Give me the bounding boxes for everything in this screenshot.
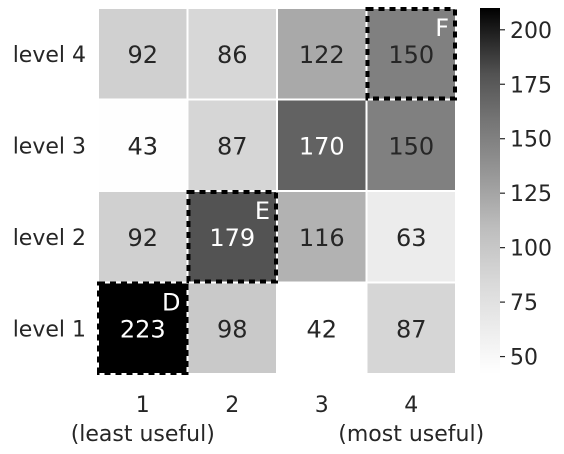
cell-value-label: 86 — [217, 41, 248, 69]
cell-value-label: 98 — [217, 315, 248, 343]
cell-value-label: 170 — [299, 132, 345, 160]
highlight-borders — [97, 7, 457, 375]
cell-value-label: 42 — [306, 315, 337, 343]
colorbar-tick-label: 150 — [510, 128, 552, 153]
heatmap-cell — [365, 281, 457, 375]
cell-value-label: 87 — [396, 315, 427, 343]
heatmap-cell — [276, 190, 368, 284]
cell-annotation-letter: D — [162, 289, 180, 317]
heatmap-value-labels: 223 98 42 87 92 179 116 63 43 87 170 150 92 86 122 150 — [120, 41, 434, 344]
heatmap-cell — [186, 7, 278, 101]
x-tick-sublabel: (most useful) — [338, 422, 484, 447]
cell-annotations: D E F — [162, 14, 449, 317]
colorbar: 50 75 100 125 150 175 200 — [480, 8, 552, 374]
cell-value-label: 122 — [299, 41, 345, 69]
cell-value-label: 179 — [209, 224, 255, 252]
x-tick-label: 3 — [315, 393, 329, 418]
cell-value-label: 92 — [127, 224, 158, 252]
cell-value-label: 43 — [127, 132, 158, 160]
x-tick-label: 1 — [136, 393, 150, 418]
heatmap-cell — [97, 190, 189, 284]
cell-value-label: 63 — [396, 224, 427, 252]
x-tick-label: 4 — [404, 393, 418, 418]
cell-value-label: 150 — [388, 132, 434, 160]
highlight-border — [365, 7, 457, 101]
heatmap-cell — [365, 98, 457, 192]
highlight-border — [186, 190, 278, 284]
y-tick-label: level 1 — [13, 317, 86, 342]
y-tick-label: level 3 — [13, 134, 86, 159]
colorbar-tick-label: 75 — [510, 291, 538, 316]
heatmap-cell — [186, 281, 278, 375]
heatmap-cell — [365, 190, 457, 284]
heatmap-cell — [186, 98, 278, 192]
cell-annotation-letter: F — [435, 14, 449, 42]
x-axis-tick-labels: 1 (least useful) 2 3 4 (most useful) — [71, 393, 485, 447]
cell-value-label: 87 — [217, 132, 248, 160]
y-tick-label: level 4 — [13, 43, 86, 68]
cell-value-label: 116 — [299, 224, 345, 252]
cell-value-label: 150 — [388, 41, 434, 69]
colorbar-tick-label: 100 — [510, 237, 552, 262]
colorbar-tick-label: 200 — [510, 19, 552, 44]
heatmap-cells — [97, 7, 457, 375]
cell-value-label: 223 — [120, 315, 166, 343]
colorbar-tick-label: 125 — [510, 182, 552, 207]
highlight-border — [97, 281, 189, 375]
x-tick-label: 2 — [225, 393, 239, 418]
colorbar-tick-label: 50 — [510, 346, 538, 371]
y-axis-tick-labels: level 1 level 2 level 3 level 4 — [13, 43, 86, 343]
heatmap-cell — [97, 7, 189, 101]
cell-value-label: 92 — [127, 41, 158, 69]
y-tick-label: level 2 — [13, 226, 86, 251]
heatmap-cell — [97, 281, 189, 375]
heatmap-cell — [97, 98, 189, 192]
colorbar-tick-label: 175 — [510, 73, 552, 98]
x-tick-sublabel: (least useful) — [71, 422, 215, 447]
colorbar-gradient — [480, 8, 500, 374]
cell-annotation-letter: E — [255, 197, 270, 225]
